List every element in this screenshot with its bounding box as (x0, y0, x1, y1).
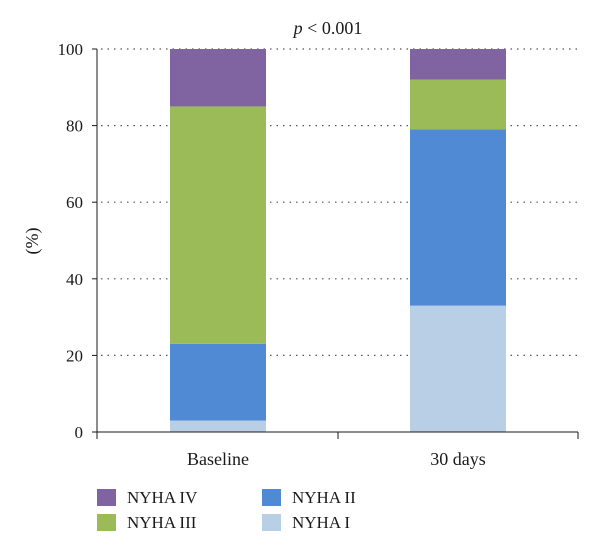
y-tick-label-80: 80 (66, 117, 83, 136)
bar-baseline-nyha-iii (170, 106, 266, 344)
bar-baseline-nyha-i (170, 420, 266, 432)
x-tick-label-30-days: 30 days (430, 449, 486, 469)
bar-baseline-nyha-ii (170, 343, 266, 421)
x-tick-label-baseline: Baseline (187, 449, 249, 469)
y-tick-label-60: 60 (66, 193, 83, 212)
y-tick-label-40: 40 (66, 270, 83, 289)
bars (170, 49, 506, 432)
legend: NYHA IV NYHA II NYHA III NYHA I (97, 488, 356, 532)
bar-30-days-nyha-iii (410, 79, 506, 130)
legend-label-nyha-iii: NYHA III (127, 513, 197, 532)
legend-swatch-nyha-i (262, 514, 281, 531)
axes: 0 20 40 60 80 100 Baseline 30 days (58, 40, 579, 469)
bar-baseline-nyha-iv (170, 49, 266, 107)
legend-swatch-nyha-iii (97, 514, 116, 531)
bar-30-days-nyha-iv (410, 49, 506, 80)
y-tick-label-20: 20 (66, 346, 83, 365)
chart-title: p < 0.001 (292, 18, 363, 38)
y-tick-label-100: 100 (58, 40, 84, 59)
legend-label-nyha-i: NYHA I (292, 513, 350, 532)
y-tick-label-0: 0 (75, 423, 84, 442)
legend-swatch-nyha-iv (97, 489, 116, 506)
legend-label-nyha-ii: NYHA II (292, 488, 356, 507)
legend-swatch-nyha-ii (262, 489, 281, 506)
legend-label-nyha-iv: NYHA IV (127, 488, 198, 507)
y-axis-label: (%) (22, 228, 43, 255)
bar-30-days-nyha-ii (410, 129, 506, 306)
bar-30-days-nyha-i (410, 305, 506, 432)
